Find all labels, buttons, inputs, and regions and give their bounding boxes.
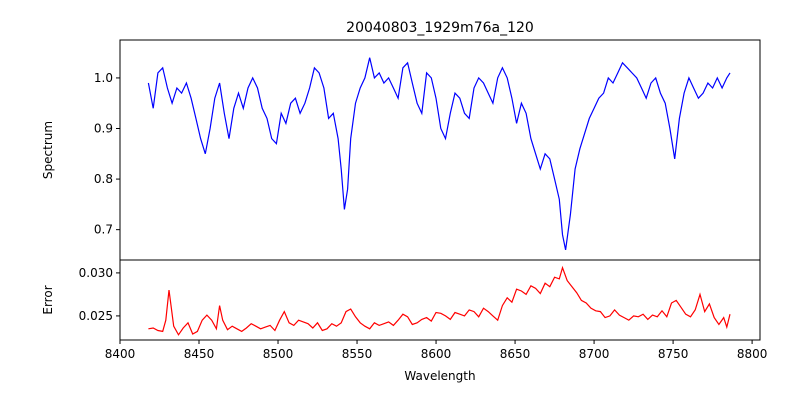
x-axis-ticks: 8400 8450 8500 8550 8600 8650 8700 8750 8800 (105, 340, 768, 361)
error-series-line (148, 265, 731, 336)
x-tick-label: 8600 (421, 347, 452, 361)
x-tick-label: 8750 (658, 347, 689, 361)
x-tick-label: 8550 (342, 347, 373, 361)
x-tick-label: 8650 (500, 347, 531, 361)
error-y-tick-label: 0.025 (79, 309, 113, 323)
x-tick-label: 8500 (263, 347, 294, 361)
spectrum-panel: 0.7 0.8 0.9 1.0 Spectrum (41, 39, 761, 261)
x-axis-label: Wavelength (404, 369, 475, 383)
chart-title: 20040803_1929m76a_120 (346, 20, 534, 36)
x-tick-label: 8700 (579, 347, 610, 361)
error-y-axis-label: Error (41, 285, 55, 314)
spectrum-y-tick-label: 0.7 (94, 223, 113, 237)
error-y-tick-label: 0.030 (79, 266, 113, 280)
spectrum-plot-frame (119, 39, 761, 261)
x-tick-label: 8800 (737, 347, 768, 361)
error-y-ticks: 0.025 0.030 (79, 266, 120, 323)
x-tick-label: 8450 (184, 347, 215, 361)
spectrum-y-axis-label: Spectrum (41, 121, 55, 179)
error-panel: 0.025 0.030 Error (41, 259, 761, 341)
spectrum-y-tick-label: 0.9 (94, 122, 113, 136)
spectrum-y-ticks: 0.7 0.8 0.9 1.0 (94, 71, 120, 237)
spectrum-series-line (147, 57, 731, 251)
x-tick-label: 8400 (105, 347, 136, 361)
error-plot-frame (119, 259, 761, 341)
spectrum-y-tick-label: 0.8 (94, 172, 113, 186)
spectrum-y-tick-label: 1.0 (94, 71, 113, 85)
